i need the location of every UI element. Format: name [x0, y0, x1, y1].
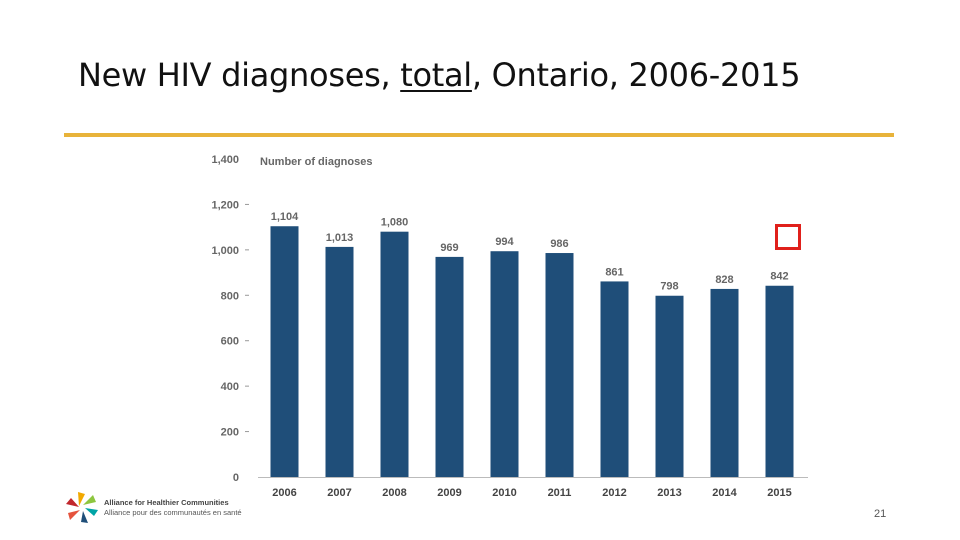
y-axis-label: Number of diagnoses	[260, 156, 372, 168]
y-tick-label: 200	[221, 427, 239, 439]
x-tick-label: 2006	[272, 487, 296, 499]
logo-line-1: Alliance for Healthier Communities	[104, 498, 229, 507]
x-tick-label: 2009	[437, 487, 461, 499]
bar-value-label: 842	[770, 271, 788, 283]
y-tick-label: 400	[221, 381, 239, 393]
page-number: 21	[874, 508, 887, 520]
x-tick-label: 2014	[712, 487, 737, 499]
title-accent-rule	[64, 133, 894, 137]
y-tick-label: 800	[221, 290, 239, 302]
bar	[490, 251, 519, 477]
bar-value-label: 994	[495, 236, 514, 248]
logo-line-2: Alliance pour des communautés en santé	[104, 508, 242, 517]
title-text-start: New HIV diagnoses,	[78, 56, 401, 94]
starburst-logo-icon	[66, 492, 98, 523]
slide-title: New HIV diagnoses, total, Ontario, 2006-…	[78, 56, 801, 94]
y-tick-label: 1,200	[211, 199, 239, 211]
bar-value-label: 1,104	[271, 211, 299, 223]
bar-value-label: 798	[660, 281, 678, 293]
bar	[380, 231, 409, 477]
organization-logo: Alliance for Healthier Communities Allia…	[64, 490, 242, 526]
title-text-end: , Ontario, 2006-2015	[471, 56, 801, 94]
red-square-marker	[775, 224, 801, 250]
x-tick-label: 2012	[602, 487, 626, 499]
bar-value-label: 986	[550, 238, 568, 250]
x-tick-label: 2007	[327, 487, 351, 499]
bar-value-label: 828	[715, 274, 733, 286]
bar	[710, 288, 739, 477]
y-tick-label: 0	[233, 472, 239, 484]
bar	[545, 253, 574, 477]
bar-value-label: 1,013	[326, 232, 354, 244]
y-tick-label: 1,000	[211, 245, 239, 257]
bar	[600, 281, 629, 477]
bar	[765, 285, 794, 477]
bar	[325, 246, 354, 477]
bar-value-label: 861	[605, 266, 623, 278]
x-tick-label: 2013	[657, 487, 681, 499]
bar-value-label: 1,080	[381, 217, 409, 229]
x-tick-label: 2010	[492, 487, 516, 499]
x-tick-label: 2015	[767, 487, 791, 499]
y-tick-label: 1,400	[211, 154, 239, 166]
x-tick-label: 2008	[382, 487, 406, 499]
bar	[270, 226, 299, 477]
title-underlined-word: total	[400, 56, 472, 94]
bar	[655, 295, 684, 477]
bar-value-label: 969	[440, 242, 458, 254]
logo-text: Alliance for Healthier Communities Allia…	[104, 498, 242, 518]
bar	[435, 256, 464, 477]
x-tick-label: 2011	[548, 487, 572, 499]
y-tick-label: 600	[221, 336, 239, 348]
